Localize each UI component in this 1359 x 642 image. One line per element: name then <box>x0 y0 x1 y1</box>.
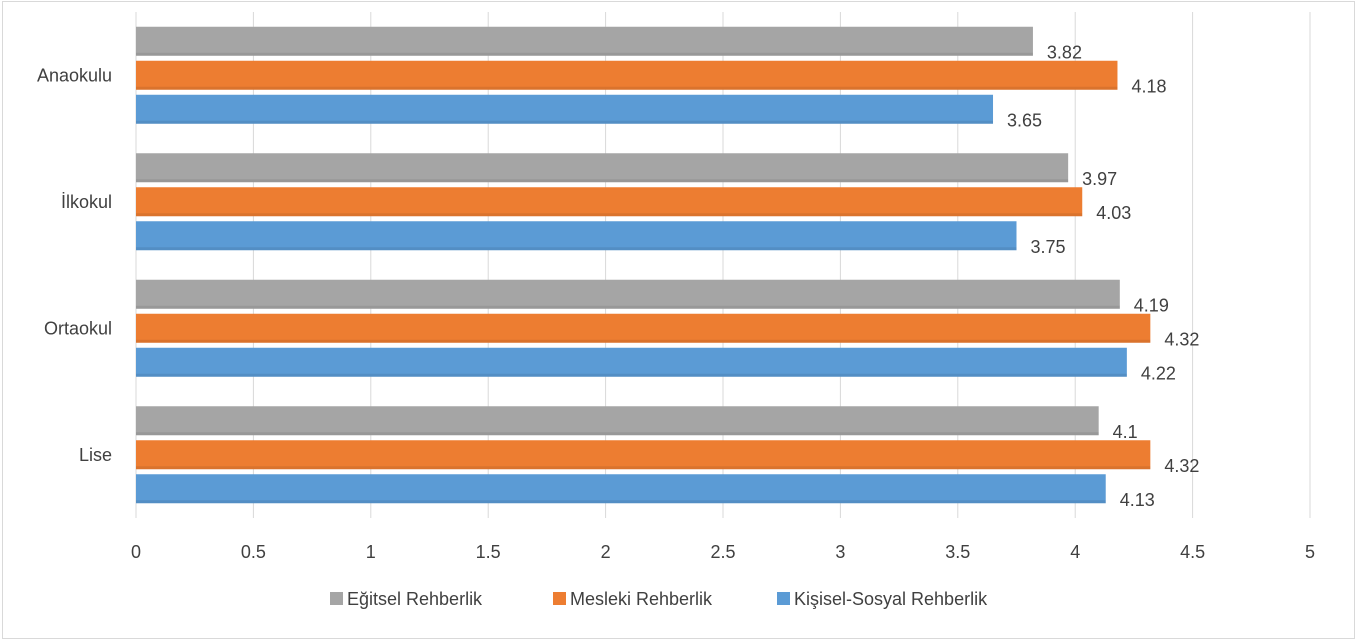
bar <box>136 279 1120 309</box>
legend-label: Eğitsel Rehberlik <box>347 589 483 609</box>
bar-shade <box>136 466 1151 470</box>
bar-shade <box>136 339 1151 343</box>
legend-swatch <box>330 592 343 605</box>
bar-shade <box>136 432 1099 436</box>
legend-label: Mesleki Rehberlik <box>570 589 713 609</box>
x-tick-label: 4.5 <box>1180 542 1205 562</box>
bar-shade <box>136 247 1017 251</box>
x-tick-label: 2.5 <box>710 542 735 562</box>
legend: Eğitsel Rehberlik Mesleki Rehberlik Kişise… <box>330 589 988 609</box>
x-tick-label: 5 <box>1305 542 1315 562</box>
data-label: 3.82 <box>1047 42 1082 62</box>
data-label: 4.32 <box>1164 329 1199 349</box>
data-label: 4.03 <box>1096 203 1131 223</box>
bar <box>136 406 1099 436</box>
x-tick-label: 0 <box>131 542 141 562</box>
data-label: 3.65 <box>1007 110 1042 130</box>
bar <box>136 347 1127 377</box>
legend-swatch <box>777 592 790 605</box>
bar <box>136 26 1033 56</box>
bar <box>136 313 1151 343</box>
category-label: Ortaokul <box>44 318 112 338</box>
data-label: 3.97 <box>1082 169 1117 189</box>
data-label: 4.18 <box>1131 76 1166 96</box>
data-label: 4.22 <box>1141 363 1176 383</box>
bar-shade <box>136 305 1120 309</box>
bar-shade <box>136 86 1118 90</box>
legend-swatch <box>553 592 566 605</box>
bars: 3.82 4.18 3.65 3.97 4.03 3.75 4.19 4.32 4.22 4.1 4… <box>136 26 1199 510</box>
bar-shade <box>136 500 1106 504</box>
bar-shade <box>136 179 1069 183</box>
bar <box>136 221 1017 251</box>
x-tick-label: 1 <box>366 542 376 562</box>
data-label: 4.1 <box>1113 422 1138 442</box>
bar <box>136 474 1106 504</box>
legend-label: Kişisel-Sosyal Rehberlik <box>794 589 988 609</box>
bar <box>136 94 994 124</box>
data-label: 4.32 <box>1164 456 1199 476</box>
bar-shade <box>136 52 1033 56</box>
category-label: Anaokulu <box>37 65 112 85</box>
bar <box>136 440 1151 470</box>
x-tick-label: 2 <box>601 542 611 562</box>
data-label: 3.75 <box>1031 237 1066 257</box>
category-label: Lise <box>79 445 112 465</box>
data-label: 4.13 <box>1120 490 1155 510</box>
category-label: İlkokul <box>61 192 112 212</box>
x-tick-label: 3 <box>835 542 845 562</box>
bar <box>136 153 1069 183</box>
bar-shade <box>136 213 1083 217</box>
data-label: 4.19 <box>1134 295 1169 315</box>
x-tick-label: 4 <box>1070 542 1080 562</box>
bar-shade <box>136 120 994 124</box>
x-axis-ticks: 0 0.5 1 1.5 2 2.5 3 3.5 4 4.5 5 <box>131 542 1315 562</box>
x-tick-label: 0.5 <box>241 542 266 562</box>
x-tick-label: 1.5 <box>476 542 501 562</box>
bar <box>136 60 1118 90</box>
y-axis-categories: Anaokulu İlkokul Ortaokul Lise <box>37 65 112 465</box>
bar <box>136 187 1083 217</box>
x-tick-label: 3.5 <box>945 542 970 562</box>
bar-shade <box>136 373 1127 377</box>
